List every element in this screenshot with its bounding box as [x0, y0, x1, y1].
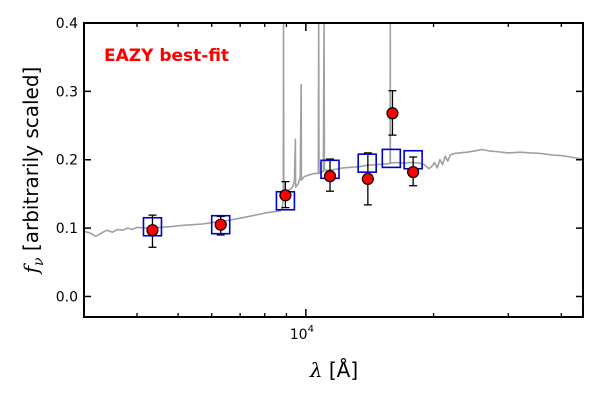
observed-point-3	[323, 170, 337, 183]
tick-layer: 0.0 0.1 0.2 0.3 0.4 104	[56, 16, 583, 343]
observed-point-1	[214, 218, 227, 231]
observed-point-0	[146, 224, 159, 237]
ytick-label-4: 0.4	[56, 16, 78, 32]
plot-frame	[83, 22, 584, 318]
model-box-5	[381, 148, 402, 169]
ytick-label-3: 0.3	[56, 84, 78, 100]
y-axis-label: fν [arbitrarily scaled]	[19, 67, 47, 276]
model-box-1	[210, 214, 231, 235]
xtick-label-0: 104	[290, 324, 314, 343]
ytick-label-2: 0.2	[56, 153, 78, 169]
observed-point-2	[279, 189, 292, 202]
observed-point-4	[361, 172, 374, 185]
ytick-label-1: 0.1	[56, 221, 78, 237]
model-box-4	[357, 153, 377, 173]
x-axis-label: λ [Å]	[309, 358, 358, 382]
observed-photometry-layer	[146, 107, 420, 237]
observed-point-6	[407, 165, 420, 179]
observed-point-5	[386, 107, 399, 120]
annotation-label: EAZY best-fit	[104, 46, 229, 66]
ytick-label-0: 0.0	[56, 289, 78, 305]
